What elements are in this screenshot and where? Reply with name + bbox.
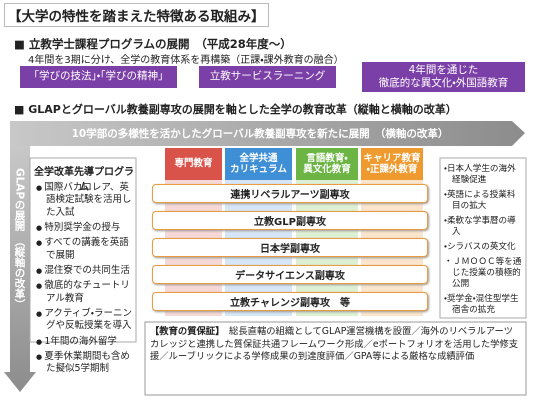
column-header (361, 148, 423, 180)
left-item: 徹底的なチュートリアル教育 (36, 280, 134, 305)
box-text: 「学びの技法」・「学びの精神」 (28, 70, 169, 83)
vertical-arrow-text: GLAPの展開 （縦軸の改革） (13, 168, 26, 310)
minor-bar: データサイエンス副専攻 (152, 265, 428, 284)
column-title: 全学共通 カリキュラム (225, 148, 292, 180)
program-box: 立教サービスラーニング (199, 66, 336, 88)
page-title: 【大学の特性を踏まえた特徴ある取組み】 (4, 3, 269, 27)
column-line: カリキュラム (230, 164, 287, 175)
right-item: 日本人学生の海外経験促進 (444, 164, 524, 186)
right-list: 日本人学生の海外経験促進英語による授業科目の拡大柔軟な学事暦の導入シラバスの英文… (444, 164, 524, 320)
minor-bar: 日本学副専攻 (152, 238, 428, 257)
section-heading: ■ 立教学士課程プログラムの展開 （平成28年度～） (14, 37, 292, 51)
box-text: 4年間を通じた (408, 63, 479, 76)
quality-label: 【教育の質保証】 (150, 326, 220, 337)
minor-bar: 立教チャレンジ副専攻 等 (152, 292, 428, 311)
column-header (225, 148, 292, 180)
right-item: 柔軟な学事暦の導入 (444, 216, 524, 238)
right-item: 英語による授業科目の拡大 (444, 190, 524, 212)
minor-bar: 連携リベラルアーツ副専攻 (152, 184, 428, 203)
vertical-arrow (4, 146, 36, 392)
left-item: 混住寮での共同生活 (36, 265, 134, 277)
column-line: 全学共通 (239, 152, 278, 164)
program-box: 4年間を通じた 徹底的な異文化・外国語教育 (362, 62, 525, 92)
left-item: 夏季休業期間も含めた擬似5学期制 (36, 351, 134, 376)
left-list: 国際バカロレア、英語検定試験を活用した入試特別奨学金の授与すべての講義を英語で展… (36, 182, 134, 379)
right-item: 奨学金・混住型学生宿舎の拡充 (444, 294, 524, 316)
quality-body: 総長直轄の組織としてGLAP運営機構を設置／海外のリベラルアーツカレッジと連携し… (150, 326, 519, 363)
column-title: 専門教育 (165, 148, 222, 180)
column-line: 言語教育・ (306, 152, 348, 164)
column-header (296, 148, 358, 180)
left-item: アクティブ・ラーニングや反転授業を導入 (36, 308, 134, 333)
program-box: 「学びの技法」・「学びの精神」 (20, 66, 177, 88)
right-item: ＪＭＯＯＣ等を通じた授業の積極的公開 (444, 257, 524, 290)
left-item: 特別奨学金の授与 (36, 222, 134, 234)
box-text: 徹底的な異文化・外国語教育 (378, 77, 509, 89)
section-heading: ■ GLAPとグローバル教養副専攻の展開を軸とした全学の教育改革（縦軸と横軸の改… (14, 103, 457, 116)
column-title: キャリア教育 ・正課外教育 (361, 148, 423, 180)
column-header (165, 148, 222, 180)
quality-text: 【教育の質保証】 総長直轄の組織としてGLAP運営機構を設置／海外のリベラルアー… (150, 326, 522, 364)
left-item: すべての講義を英語で展開 (36, 237, 134, 262)
column-line: キャリア教育 (363, 152, 421, 164)
banner-text: 10学部の多様性を活かしたグローバル教養副専攻を新たに展開 （横軸の改革） (71, 128, 449, 140)
banner-arrow (10, 121, 525, 146)
column-line: 専門教育 (174, 158, 213, 170)
section-note: 4年間を3期に分け、全学の教育体系を再構築（正課・課外教育の融合） (28, 55, 344, 66)
minor-bar: 立教GLP副専攻 (152, 211, 428, 230)
left-item: 1年間の海外留学 (36, 336, 134, 348)
right-item: シラバスの英文化 (444, 242, 524, 253)
column-line: ・正課外教育 (366, 164, 418, 175)
column-title: 言語教育・ 異文化教育 (296, 148, 358, 180)
box-text: 立教サービスラーニング (209, 70, 326, 83)
quality-box (144, 321, 527, 396)
column-line: 異文化教育 (303, 164, 351, 175)
left-item: 国際バカロレア、英語検定試験を活用した入試 (36, 182, 134, 219)
